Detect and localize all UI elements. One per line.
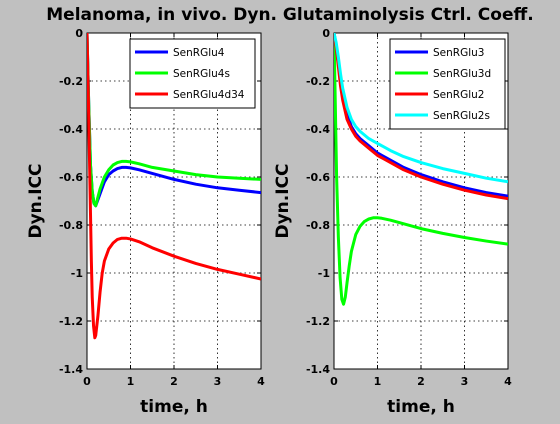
- y-tick-label: -0.6: [59, 171, 83, 184]
- legend-label: SenRGlu3d: [433, 68, 491, 80]
- x-tick-label: 3: [214, 375, 222, 388]
- x-tick-label: 4: [257, 375, 265, 388]
- y-tick-label: -1: [71, 267, 83, 280]
- y-tick-label: -1.2: [306, 315, 330, 328]
- series-line-SenRGlu2: [334, 33, 508, 201]
- y-tick-label: -0.8: [59, 219, 83, 232]
- y-tick-label: 0: [75, 27, 83, 40]
- legend-label: SenRGlu2: [433, 89, 484, 101]
- y-tick-label: 0: [322, 27, 330, 40]
- x-tick-label: 0: [83, 375, 91, 388]
- series-line-SenRGlu3d: [334, 33, 508, 306]
- legend-label: SenRGlu4: [173, 47, 225, 59]
- series-line-SenRGlu2s: [334, 33, 508, 184]
- y-axis-label: Dyn.ICC: [273, 163, 293, 238]
- x-axis-label: time, h: [387, 397, 455, 417]
- x-tick-label: 1: [374, 375, 382, 388]
- legend-label: SenRGlu4d34: [173, 89, 245, 101]
- chart-panel-2: 0 1 2 3 4 -1.4 -1.2 -1 -0.8 -0.6 -0.4 -0.2 0 time, h D…: [273, 27, 512, 417]
- y-tick-label: -1: [318, 267, 330, 280]
- series-line-SenRGlu4d34: [87, 33, 261, 340]
- legend-label: SenRGlu3: [433, 47, 484, 59]
- x-tick-label: 0: [330, 375, 338, 388]
- x-axis-label: time, h: [140, 397, 208, 417]
- x-tick-label: 2: [417, 375, 425, 388]
- y-tick-label: -0.8: [306, 219, 330, 232]
- y-tick-label: -1.4: [306, 363, 330, 376]
- legend-label: SenRGlu2s: [433, 110, 490, 122]
- legend-label: SenRGlu4s: [173, 68, 230, 80]
- y-tick-label: -1.4: [59, 363, 83, 376]
- y-tick-label: -0.4: [306, 123, 330, 136]
- y-tick-label: -0.2: [59, 75, 83, 88]
- figure-title: Melanoma, in vivo. Dyn. Glutaminolysis C…: [46, 5, 533, 25]
- x-tick-label: 3: [461, 375, 469, 388]
- series-line-SenRGlu4s: [87, 33, 261, 208]
- y-tick-label: -1.2: [59, 315, 83, 328]
- x-tick-label: 4: [504, 375, 512, 388]
- y-tick-label: -0.2: [306, 75, 330, 88]
- y-tick-label: -0.6: [306, 171, 330, 184]
- x-tick-label: 2: [170, 375, 178, 388]
- y-tick-label: -0.4: [59, 123, 83, 136]
- chart-panel-1: 0 1 2 3 4 -1.4 -1.2 -1 -0.8 -0.6 -0.4 -0.2 0 time, h D…: [26, 27, 265, 417]
- y-axis-label: Dyn.ICC: [26, 163, 46, 238]
- x-tick-label: 1: [127, 375, 135, 388]
